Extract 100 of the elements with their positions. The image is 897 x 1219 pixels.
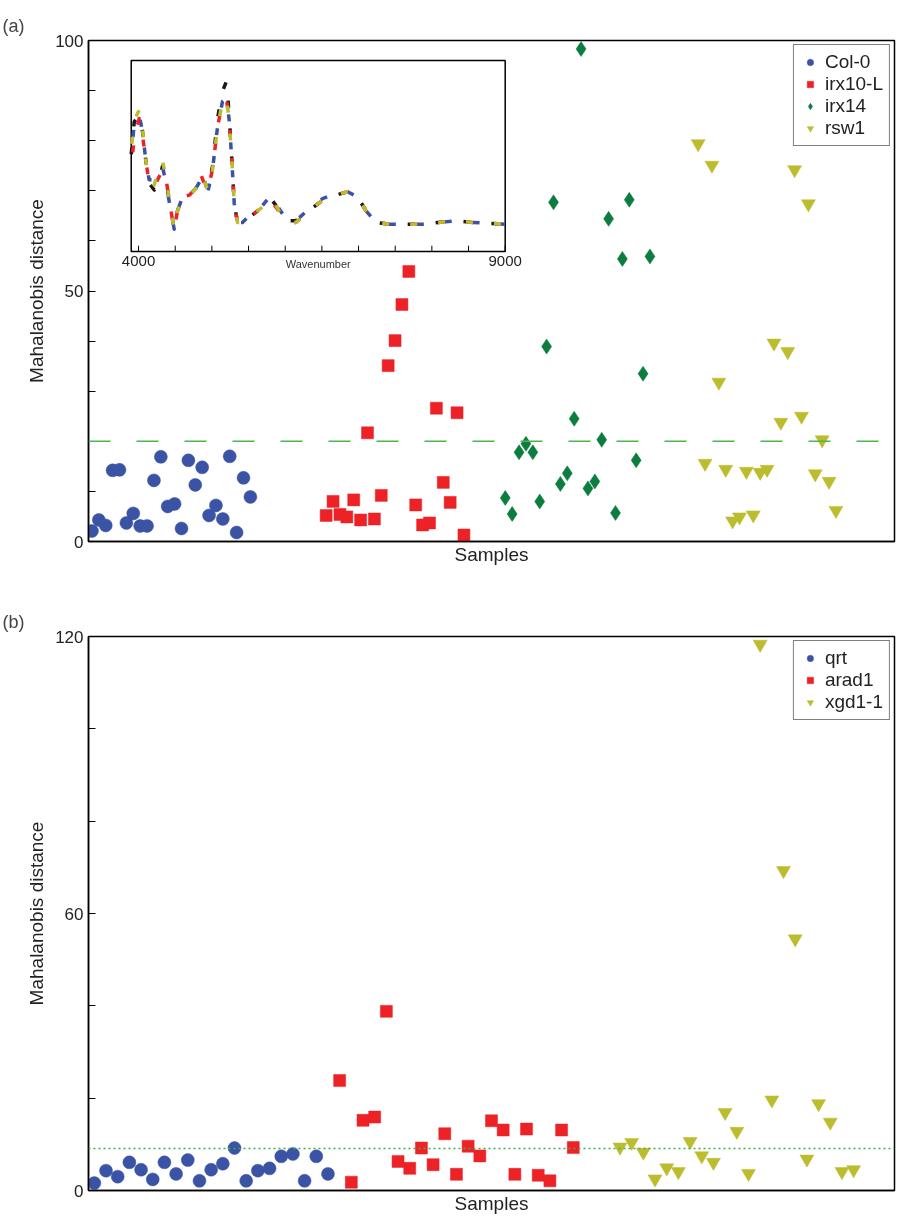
point: [356, 1114, 370, 1127]
legend-label: Col-0: [824, 51, 871, 73]
point: [543, 1174, 557, 1188]
point: [415, 1141, 428, 1155]
point: [181, 453, 196, 468]
point: [326, 495, 340, 508]
y-tick-label: 100: [55, 31, 84, 51]
legend-label: arad1: [824, 669, 874, 691]
point: [746, 510, 761, 524]
point: [167, 497, 182, 511]
y-tick-label: 120: [55, 627, 84, 647]
point: [575, 41, 587, 57]
point: [801, 199, 816, 213]
point: [773, 417, 789, 431]
point: [612, 1142, 628, 1156]
point: [368, 1110, 381, 1124]
point: [834, 1167, 850, 1180]
legend-label: irx10-L: [824, 73, 883, 95]
point: [375, 489, 388, 502]
x-axis-title: Samples: [454, 1192, 529, 1214]
point: [239, 1174, 253, 1188]
point: [119, 516, 134, 530]
point: [766, 338, 782, 352]
point: [450, 406, 464, 419]
point: [752, 640, 768, 653]
point: [134, 1162, 148, 1177]
point: [229, 525, 244, 540]
point: [457, 528, 471, 542]
x-tick-label: 4000: [121, 252, 156, 270]
y-axis-title: Mahalanobis distance: [26, 821, 48, 1006]
point: [274, 1149, 288, 1164]
point: [506, 506, 518, 522]
chart-title: (a): [2, 15, 25, 36]
y-tick-label: 50: [64, 282, 84, 301]
point: [361, 426, 374, 440]
point: [787, 165, 802, 179]
chart-title: (b): [2, 611, 25, 632]
point: [450, 1168, 463, 1181]
point: [222, 449, 237, 464]
point: [527, 444, 539, 461]
point: [717, 1108, 733, 1121]
point: [780, 347, 795, 360]
point: [589, 473, 601, 490]
legend-label: qrt: [824, 647, 848, 669]
point: [309, 1149, 324, 1164]
point: [423, 516, 436, 530]
point: [690, 139, 706, 153]
point: [345, 1175, 358, 1189]
point: [340, 510, 354, 524]
point: [188, 478, 203, 492]
point: [209, 498, 223, 513]
y-tick-label: 0: [74, 1181, 84, 1201]
point: [381, 359, 395, 372]
point: [644, 248, 656, 265]
point: [794, 411, 809, 425]
point: [388, 334, 402, 347]
point: [236, 471, 251, 485]
point: [88, 1176, 102, 1190]
y-tick-label: 0: [74, 532, 84, 552]
point: [682, 1137, 698, 1150]
point: [437, 476, 450, 489]
point: [531, 1169, 545, 1182]
point: [461, 1139, 475, 1153]
point: [99, 1163, 113, 1178]
point: [147, 473, 161, 488]
legend-label: irx14: [824, 95, 867, 117]
point: [776, 866, 791, 879]
point: [403, 1162, 416, 1175]
point: [694, 1151, 710, 1165]
y-tick-label: 60: [64, 904, 84, 924]
point: [555, 1123, 568, 1137]
point: [368, 512, 381, 526]
point: [146, 1172, 160, 1187]
point: [181, 1153, 195, 1167]
point: [637, 365, 649, 382]
point: [154, 450, 168, 464]
point: [828, 506, 844, 519]
point: [354, 513, 367, 527]
point: [438, 1127, 452, 1140]
point: [409, 498, 422, 512]
point: [568, 411, 580, 427]
point: [391, 1155, 405, 1168]
point: [759, 465, 775, 478]
point: [823, 1117, 838, 1131]
point: [636, 1147, 651, 1161]
point: [764, 1095, 780, 1109]
point: [630, 452, 642, 469]
point: [671, 1167, 686, 1180]
point: [122, 1155, 137, 1170]
point: [659, 1163, 674, 1177]
point: [321, 1167, 335, 1181]
point: [395, 298, 409, 311]
y-axis-title: Mahalanobis distance: [26, 199, 48, 383]
point: [297, 1174, 312, 1188]
point: [227, 1141, 242, 1155]
point: [508, 1168, 522, 1181]
point: [520, 1122, 533, 1136]
point: [706, 1158, 721, 1171]
point: [402, 265, 416, 278]
point: [821, 477, 837, 490]
